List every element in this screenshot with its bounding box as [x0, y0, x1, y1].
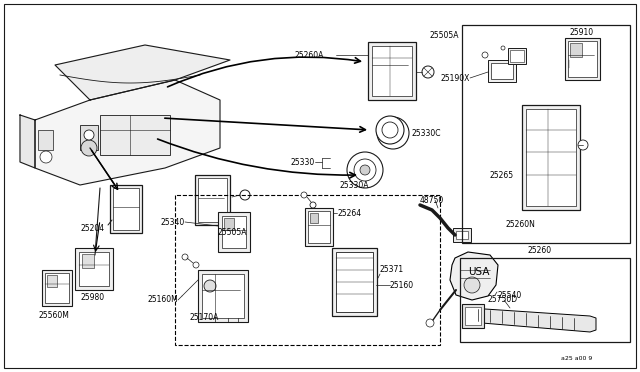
Bar — [526, 109, 576, 206]
Circle shape — [204, 280, 216, 292]
Circle shape — [482, 52, 488, 58]
Circle shape — [81, 140, 97, 156]
Bar — [462, 304, 484, 328]
Bar — [45, 273, 69, 303]
Bar — [462, 25, 630, 243]
Text: 25750D: 25750D — [488, 295, 518, 305]
Bar — [456, 231, 468, 239]
Text: 25170A: 25170A — [190, 314, 220, 323]
Polygon shape — [55, 45, 230, 100]
Circle shape — [384, 124, 402, 142]
Circle shape — [182, 254, 188, 260]
Circle shape — [377, 117, 409, 149]
Circle shape — [382, 122, 398, 138]
Bar — [42, 270, 72, 306]
Text: 25160M: 25160M — [147, 295, 178, 305]
Bar — [224, 218, 234, 230]
Bar — [510, 50, 524, 62]
Bar — [570, 43, 582, 57]
Text: 25371: 25371 — [380, 266, 404, 275]
Bar — [75, 248, 113, 290]
Bar — [332, 248, 377, 316]
Text: 48750: 48750 — [420, 196, 444, 205]
Text: 25330: 25330 — [291, 157, 315, 167]
Text: 25160: 25160 — [390, 280, 414, 289]
Bar — [465, 307, 481, 325]
Bar — [198, 178, 227, 222]
Circle shape — [422, 66, 434, 78]
Bar — [368, 42, 416, 100]
Circle shape — [40, 151, 52, 163]
Bar — [308, 211, 330, 243]
Circle shape — [360, 165, 370, 175]
Text: 25505A: 25505A — [218, 228, 248, 237]
Text: 25330C: 25330C — [412, 128, 442, 138]
Text: a25 a00 9: a25 a00 9 — [561, 356, 592, 360]
Bar — [453, 228, 471, 242]
Circle shape — [193, 262, 199, 268]
Bar — [47, 275, 57, 287]
Bar — [488, 60, 516, 82]
Circle shape — [426, 319, 434, 327]
Bar — [336, 252, 373, 312]
Text: 25260N: 25260N — [505, 219, 535, 228]
Text: USA: USA — [468, 267, 490, 277]
Text: 25910: 25910 — [570, 28, 594, 36]
Bar — [79, 252, 109, 286]
Circle shape — [347, 152, 383, 188]
Text: 25204: 25204 — [80, 224, 104, 232]
Text: 25190X: 25190X — [440, 74, 470, 83]
Bar — [508, 48, 526, 64]
Circle shape — [389, 129, 397, 137]
Text: 25980: 25980 — [80, 294, 104, 302]
Circle shape — [240, 190, 250, 200]
Text: 25330A: 25330A — [340, 180, 369, 189]
Bar — [460, 258, 630, 342]
Polygon shape — [20, 115, 35, 168]
Bar — [80, 125, 98, 150]
Polygon shape — [35, 80, 220, 185]
Text: 25340: 25340 — [161, 218, 185, 227]
Bar — [218, 212, 250, 252]
Bar — [198, 270, 248, 322]
Circle shape — [376, 116, 404, 144]
Bar — [565, 38, 600, 80]
Circle shape — [301, 192, 307, 198]
Text: 25265: 25265 — [490, 170, 514, 180]
Bar — [522, 105, 580, 210]
Circle shape — [310, 202, 316, 208]
Bar — [372, 46, 412, 96]
Circle shape — [578, 140, 588, 150]
Circle shape — [84, 130, 94, 140]
Polygon shape — [470, 308, 596, 332]
Bar — [222, 216, 246, 248]
Bar — [568, 41, 597, 77]
Bar — [100, 115, 170, 155]
Bar — [491, 63, 513, 79]
Bar — [195, 175, 230, 225]
Bar — [38, 130, 53, 150]
Text: 25260: 25260 — [528, 246, 552, 254]
Bar — [310, 213, 318, 223]
Bar — [82, 254, 94, 268]
Polygon shape — [450, 252, 498, 300]
Text: 25505A: 25505A — [430, 31, 460, 39]
Bar — [305, 208, 333, 246]
Text: 25540: 25540 — [498, 291, 522, 299]
Bar — [110, 185, 142, 233]
Text: 25260A: 25260A — [295, 51, 324, 60]
Circle shape — [354, 159, 376, 181]
Circle shape — [464, 277, 480, 293]
Bar — [202, 274, 244, 318]
Bar — [113, 188, 139, 230]
Text: 25264: 25264 — [338, 208, 362, 218]
Text: 25560M: 25560M — [38, 311, 69, 321]
Circle shape — [501, 46, 505, 50]
